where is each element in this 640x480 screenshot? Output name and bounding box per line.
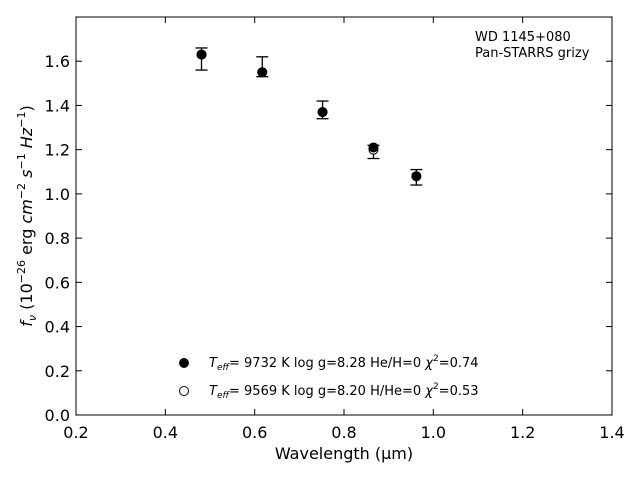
x-tick-label: 1.2: [510, 423, 535, 442]
x-tick-label: 1.4: [599, 423, 624, 442]
y-axis-title: fν (10−26 erg cm−2 s−1 Hz−1): [15, 105, 39, 326]
y-tick-label: 0.0: [45, 406, 70, 425]
y-tick-label: 0.8: [45, 229, 70, 248]
x-tick-label: 0.8: [331, 423, 356, 442]
annotation-object-name: WD 1145+080: [475, 30, 571, 45]
x-tick-label: 0.2: [63, 423, 88, 442]
x-tick-label: 0.6: [242, 423, 267, 442]
legend-marker-filled: [179, 358, 189, 368]
y-tick-label: 0.4: [45, 318, 70, 337]
legend: Teff= 9732 K log g=8.28 He/H=0 χ2=0.74 T…: [179, 354, 479, 401]
model-point-filled: [368, 142, 379, 153]
data-marks: [195, 47, 423, 186]
model-point-filled: [257, 67, 268, 78]
y-tick-label: 0.2: [45, 362, 70, 381]
y-tick-label: 1.4: [45, 96, 70, 115]
x-axis-title: Wavelength (μm): [275, 444, 413, 463]
y-tick-label: 1.0: [45, 185, 70, 204]
model-point-filled: [196, 49, 207, 60]
x-tick-label: 1.0: [421, 423, 446, 442]
x-axis-ticks: 0.2 0.4 0.6 0.8 1.0 1.2 1.4: [63, 17, 625, 442]
legend-marker-open: [179, 386, 189, 396]
y-tick-label: 1.6: [45, 52, 70, 71]
legend-label-open: Teff= 9569 K log g=8.20 H/He=0 χ2=0.53: [209, 382, 479, 401]
y-axis-ticks: 0.0 0.2 0.4 0.6 0.8 1.0 1.2 1.4 1.6: [45, 52, 612, 425]
legend-label-filled: Teff= 9732 K log g=8.28 He/H=0 χ2=0.74: [209, 354, 479, 373]
model-point-filled: [317, 107, 328, 118]
model-point-filled: [411, 171, 422, 182]
y-tick-label: 0.6: [45, 273, 70, 292]
x-tick-label: 0.4: [153, 423, 178, 442]
annotation-survey: Pan-STARRS grizy: [475, 46, 590, 61]
y-tick-label: 1.2: [45, 141, 70, 160]
